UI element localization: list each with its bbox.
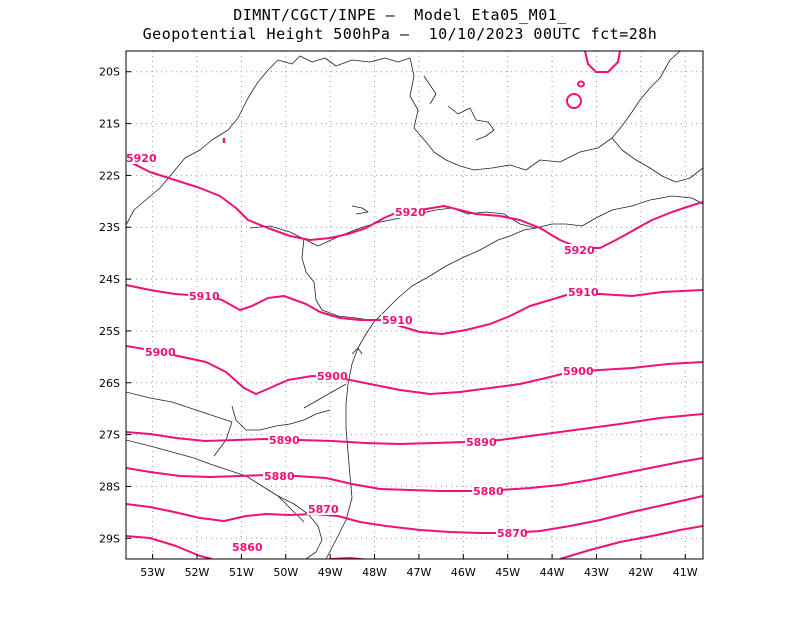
contour-label-5870-east: 5870 xyxy=(497,527,528,540)
x-tick-label: 50W xyxy=(273,566,298,579)
contour-label-5890-east: 5890 xyxy=(466,436,497,449)
contour-label-5890-west: 5890 xyxy=(269,434,300,447)
x-tick-label: 49W xyxy=(318,566,343,579)
contour-label-5910-west: 5910 xyxy=(189,290,220,303)
contour-label-5880-east: 5880 xyxy=(473,485,504,498)
contour-label-5920-east: 5920 xyxy=(564,244,595,257)
y-tick-label: 21S xyxy=(99,118,120,131)
contour-5890 xyxy=(126,413,703,445)
x-tick-label: 47W xyxy=(407,566,432,579)
x-tick-label: 42W xyxy=(628,566,653,579)
contour-label-5900-west: 5900 xyxy=(145,346,176,359)
high-small-loop-b xyxy=(577,80,585,88)
contour-label-5870-west: 5870 xyxy=(308,503,339,516)
y-tick-label: 27S xyxy=(99,429,120,442)
x-tick-label: 46W xyxy=(451,566,476,579)
y-tick-label: 23S xyxy=(99,221,120,234)
contour-5880 xyxy=(126,457,703,492)
y-axis-ticks: 20S 21S 22S 23S 24S 25S 26S 27S 28S 29S xyxy=(99,66,131,545)
x-tick-label: 44W xyxy=(540,566,565,579)
contour-label-5920-west: 5920 xyxy=(126,152,157,165)
coastline-and-borders xyxy=(126,51,703,559)
y-tick-label: 22S xyxy=(99,169,120,182)
contour-5920 xyxy=(126,159,703,249)
x-tick-label: 43W xyxy=(584,566,609,579)
contour-5900 xyxy=(126,345,703,395)
high-closed-contour-ne xyxy=(584,51,621,73)
contour-labels: 5920 5920 5920 5910 5910 5910 5900 5900 … xyxy=(126,152,599,554)
x-axis-ticks: 53W 52W 51W 50W 49W 48W 47W 46W 45W 44W 43W 42W 41W xyxy=(140,554,698,579)
y-tick-label: 20S xyxy=(99,66,120,79)
contour-label-5910-center: 5910 xyxy=(382,314,413,327)
contour-label-5860: 5860 xyxy=(232,541,263,554)
chart-title-line-2: Geopotential Height 500hPa – 10/10/2023 … xyxy=(142,25,658,43)
contour-label-5880-west: 5880 xyxy=(264,470,295,483)
y-tick-label: 24S xyxy=(99,273,120,286)
x-tick-label: 41W xyxy=(673,566,698,579)
plot-frame xyxy=(125,50,704,560)
x-tick-label: 48W xyxy=(362,566,387,579)
contour-label-5920-center: 5920 xyxy=(395,206,426,219)
contour-5870 xyxy=(126,495,703,534)
contour-label-5900-east: 5900 xyxy=(563,365,594,378)
contour-label-5910-east: 5910 xyxy=(568,286,599,299)
x-tick-label: 45W xyxy=(495,566,520,579)
y-tick-label: 28S xyxy=(99,480,120,493)
high-small-loop-a xyxy=(566,93,582,109)
chart-title-line-1: DIMNT/CGCT/INPE – Model Eta05_M01_ xyxy=(233,6,567,24)
contour-label-5900-center: 5900 xyxy=(317,370,348,383)
x-tick-label: 52W xyxy=(185,566,210,579)
y-tick-label: 29S xyxy=(99,532,120,545)
x-tick-label: 53W xyxy=(140,566,165,579)
y-tick-label: 26S xyxy=(99,377,120,390)
x-tick-label: 51W xyxy=(229,566,254,579)
contour-5860 xyxy=(126,535,213,559)
y-tick-label: 25S xyxy=(99,325,120,338)
contour-5910 xyxy=(126,284,703,335)
contour-5860-east xyxy=(559,525,703,559)
